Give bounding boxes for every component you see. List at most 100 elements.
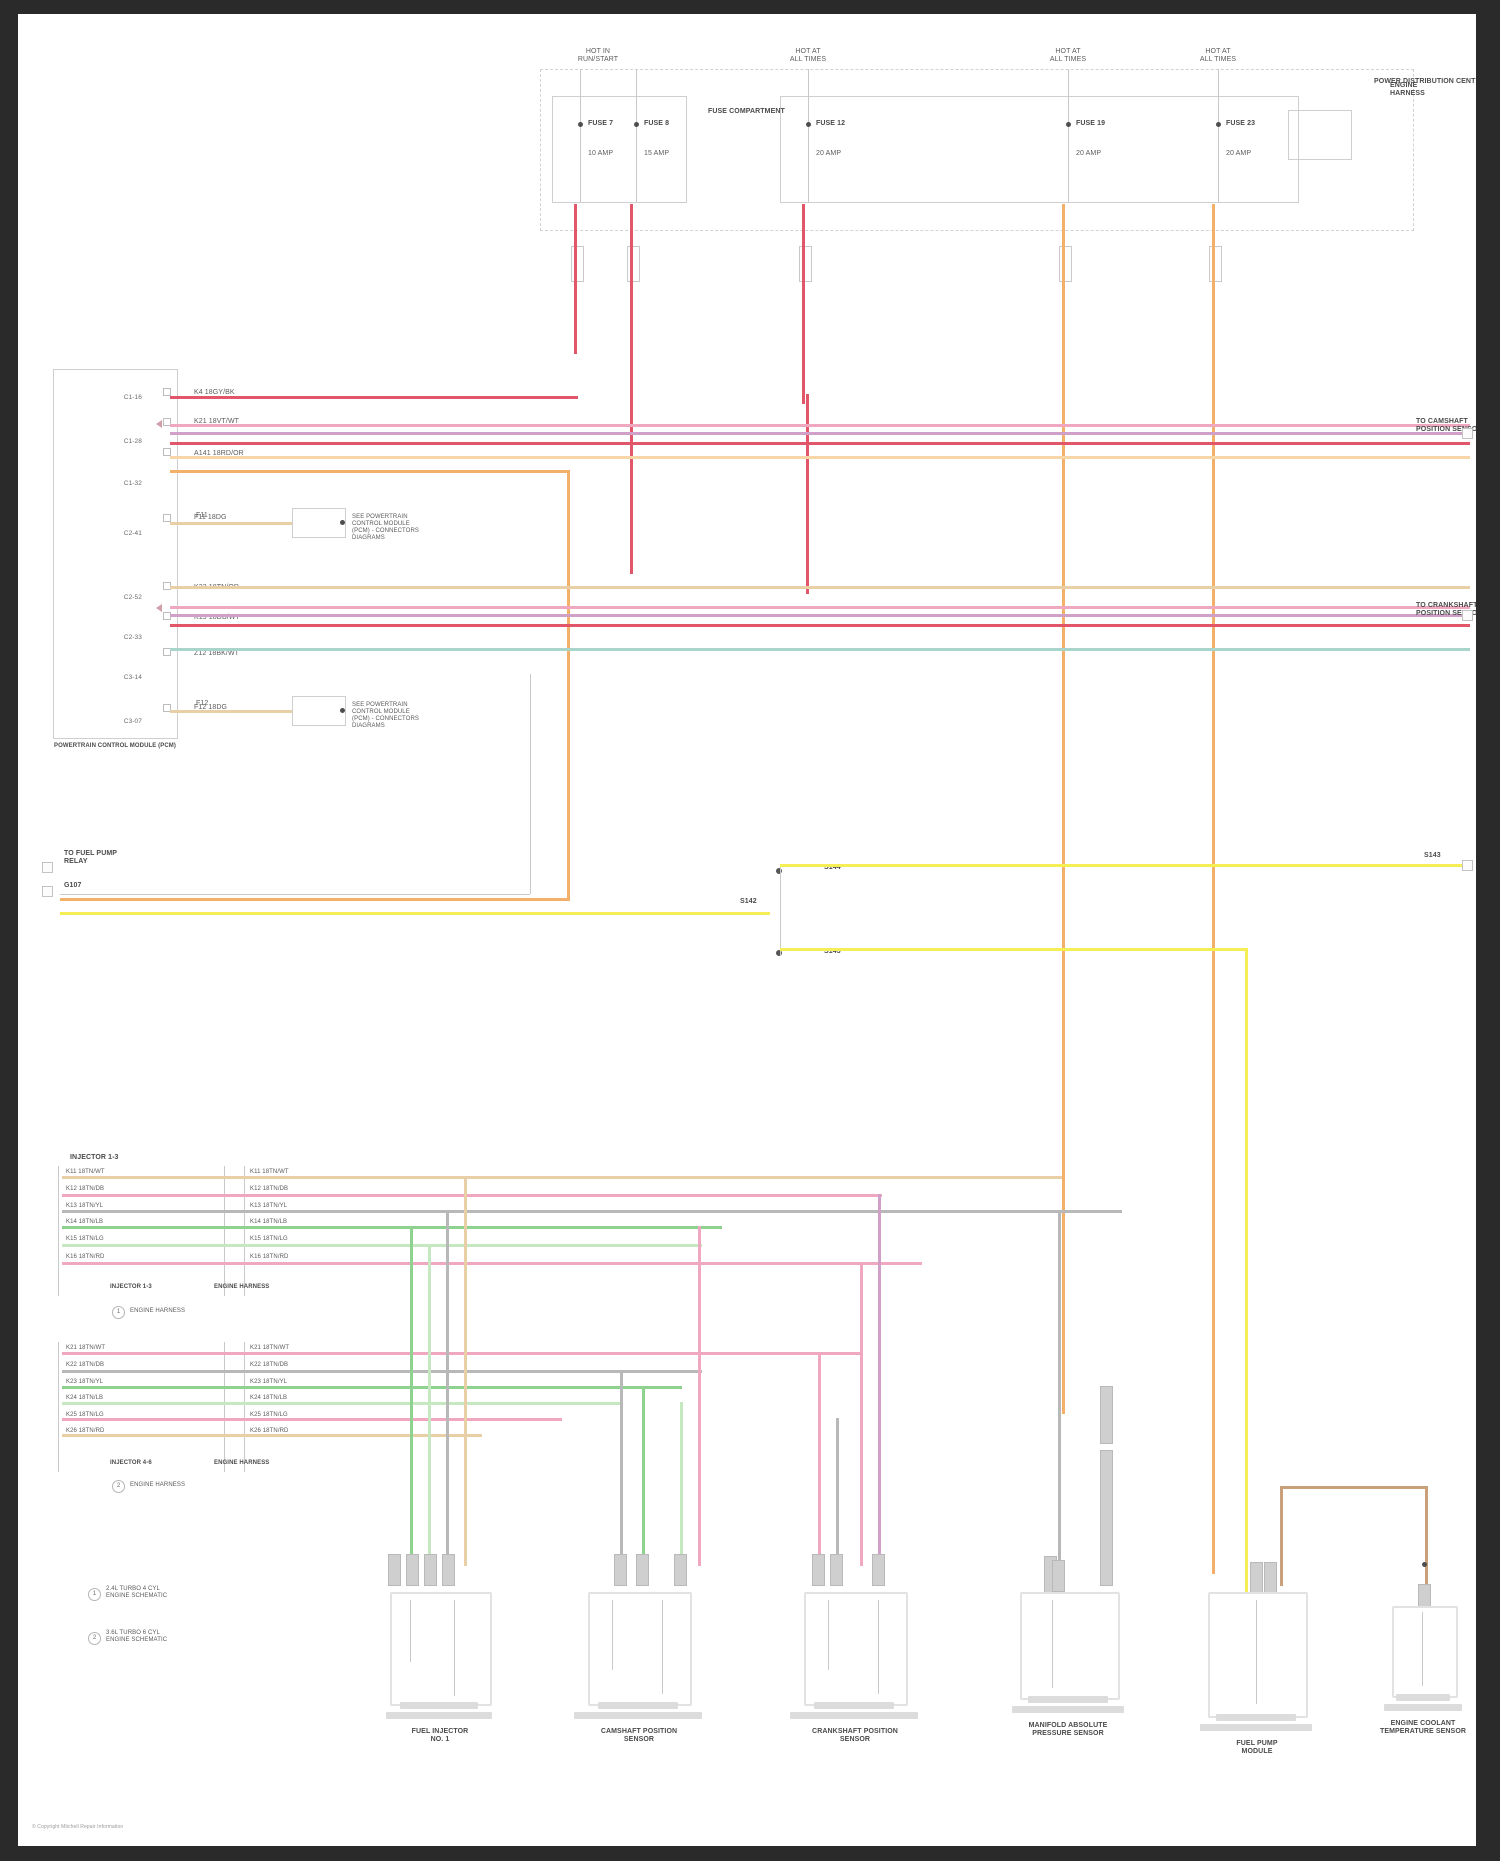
- pcm-pin-c2-52: C2-52: [123, 594, 142, 601]
- left-conn-box-2: [42, 886, 53, 897]
- term-d2-b: [636, 1554, 649, 1586]
- wire-pcm-f11-down: [567, 470, 570, 900]
- wire-yellow-down: [1245, 948, 1248, 1628]
- fuse-3-terminal-dot: [806, 122, 811, 127]
- device-map-sensor-label: MANIFOLD ABSOLUTE PRESSURE SENSOR: [1028, 1722, 1108, 1737]
- fuse-4-feed-line: [1068, 69, 1069, 202]
- device-cmp-foot2: [574, 1712, 702, 1719]
- wire-yellow-top-right: [780, 864, 1470, 867]
- map-term-upper: [1100, 1386, 1113, 1444]
- fuse-2-feed-line: [636, 69, 637, 202]
- device-map-sensor-box: [1020, 1592, 1120, 1700]
- inj-b-label-6l: K26 18TN/RD: [66, 1428, 105, 1434]
- pcm-note-dot-1: [340, 520, 345, 525]
- injector-a-mid-rail: [224, 1166, 225, 1296]
- fuse-5-symbol: [1209, 246, 1222, 282]
- pcm-wire-a141: A141 18RD/OR: [194, 450, 244, 457]
- wire-inj-b-1: [62, 1352, 862, 1355]
- drop-gray-2: [620, 1370, 623, 1566]
- term-d1-d: [442, 1554, 455, 1586]
- fuse-compartment-label: FUSE COMPARTMENT: [708, 108, 785, 115]
- wire-pcm-k19-pink: [170, 606, 1470, 609]
- pcm-arrow-1: [156, 420, 162, 428]
- device-ect-foot1: [1396, 1694, 1450, 1701]
- inj-a-label-6r: K16 18TN/RD: [250, 1254, 289, 1260]
- wire-pcm-k4-red: [170, 396, 578, 399]
- inj-b-label-1l: K21 18TN/WT: [66, 1345, 106, 1351]
- map-term-lower: [1100, 1450, 1113, 1586]
- pcm-connector-outline: [53, 369, 178, 739]
- wire-inj-a-6: [62, 1262, 922, 1265]
- fuse-1-name: FUSE 7: [588, 120, 614, 127]
- device-fuel-pump-foot2: [1200, 1724, 1312, 1731]
- legend-text-1: 2.4L TURBO 4 CYL ENGINE SCHEMATIC: [106, 1586, 168, 1599]
- inj-b-label-2r: K22 18TN/DB: [250, 1362, 289, 1368]
- term-d2-a: [614, 1554, 627, 1586]
- injector-b-mid-rail-2: [244, 1342, 245, 1472]
- device-d2-detail-1: [612, 1600, 613, 1670]
- pcm-pin-c3-07: C3-07: [123, 718, 142, 725]
- engine-harness-top-label: ENGINE HARNESS: [1390, 82, 1425, 97]
- wire-fuse5-orange: [1212, 204, 1215, 1574]
- device-ckp-sensor-box: [804, 1592, 908, 1706]
- wire-yellow-bot-right: [780, 948, 1248, 951]
- wire-pcm-f11-bot: [60, 898, 570, 901]
- inj-a-label-4r: K14 18TN/LB: [250, 1219, 288, 1225]
- wire-inj-a-4: [62, 1226, 722, 1229]
- fuse-5-source: HOT AT ALL TIMES: [1199, 48, 1237, 63]
- device-fuel-pump-foot1: [1216, 1714, 1296, 1721]
- drop-green-2: [642, 1386, 645, 1566]
- device-d1-detail-2: [454, 1600, 455, 1696]
- inj-b-label-5r: K25 18TN/LG: [250, 1412, 288, 1418]
- right-conn-box-2: [1462, 610, 1473, 621]
- pcm-pin-c1-32: C1-32: [123, 480, 142, 487]
- fuse-2-rating: 15 AMP: [644, 150, 670, 157]
- pcm-wire-k19: K19 18DB/WT: [194, 614, 240, 621]
- inj-a-label-6l: K16 18TN/RD: [66, 1254, 105, 1260]
- fuse-4-terminal-dot: [1066, 122, 1071, 127]
- term-d4-a: [1052, 1560, 1065, 1592]
- pcm-pin-c3-14: C3-14: [123, 674, 142, 681]
- term-d6-a: [1418, 1584, 1431, 1608]
- inj-a-ref-circle: 1: [112, 1306, 125, 1319]
- inj-a-label-5l: K15 18TN/LG: [66, 1236, 104, 1242]
- pcm-pin-square-8: [163, 704, 171, 712]
- wire-pcm-orange: [170, 456, 1470, 459]
- device-ckp-sensor-label: CRANKSHAFT POSITION SENSOR: [812, 1728, 898, 1743]
- pcm-wire-z12: Z12 18BK/WT: [194, 650, 240, 657]
- device-fuel-injector-foot2: [386, 1712, 492, 1719]
- pcm-pin-c1-28: C1-28: [123, 438, 142, 445]
- fuse-1-symbol: [571, 246, 584, 282]
- legend-circle-2: 2: [88, 1632, 101, 1645]
- fuse-1-rating: 10 AMP: [588, 150, 614, 157]
- pcm-wire-k21: K21 18VT/WT: [194, 418, 240, 425]
- splice-s144-dot: [776, 950, 782, 956]
- pcm-note-return-bot: [60, 894, 530, 895]
- inj-b-ref-circle: 2: [112, 1480, 125, 1493]
- pcm-note-box-2: [292, 696, 346, 726]
- pcm-wire-f12: F12 18DG: [194, 704, 228, 711]
- fuse-3-symbol: [799, 246, 812, 282]
- device-fuel-injector-label: FUEL INJECTOR NO. 1: [411, 1728, 469, 1743]
- drop-pink-3: [818, 1352, 821, 1566]
- wire-inj-b-5: [62, 1418, 562, 1421]
- drop-greenlt-1: [428, 1244, 431, 1566]
- drop-violet-3: [878, 1194, 881, 1566]
- injector-b-mid-rail: [224, 1342, 225, 1472]
- wire-pcm-f12-tan: [170, 710, 292, 713]
- device-ect-sensor-box: [1392, 1606, 1458, 1698]
- splice-s142-label: S142: [740, 898, 757, 905]
- device-d3-detail-1: [828, 1600, 829, 1670]
- drop-tan-1: [464, 1176, 467, 1566]
- pcm-note-box-1: [292, 508, 346, 538]
- inj-a-label-3r: K13 18TN/YL: [250, 1203, 288, 1209]
- fuse-4-name: FUSE 19: [1076, 120, 1106, 127]
- diagram-sheet: POWER DISTRIBUTION CENTER FUSE COMPARTME…: [18, 14, 1476, 1846]
- fuse-3-feed-line: [808, 69, 809, 202]
- inj-a-label-1l: K11 18TN/WT: [66, 1169, 105, 1175]
- fuse-1-feed-line: [580, 69, 581, 202]
- pcm-pin-c2-33: C2-33: [123, 634, 142, 641]
- pcm-pin-square-2: [163, 418, 171, 426]
- inj-a-label-2l: K12 18TN/DB: [66, 1186, 105, 1192]
- wire-pcm-k23-tan: [170, 586, 1470, 589]
